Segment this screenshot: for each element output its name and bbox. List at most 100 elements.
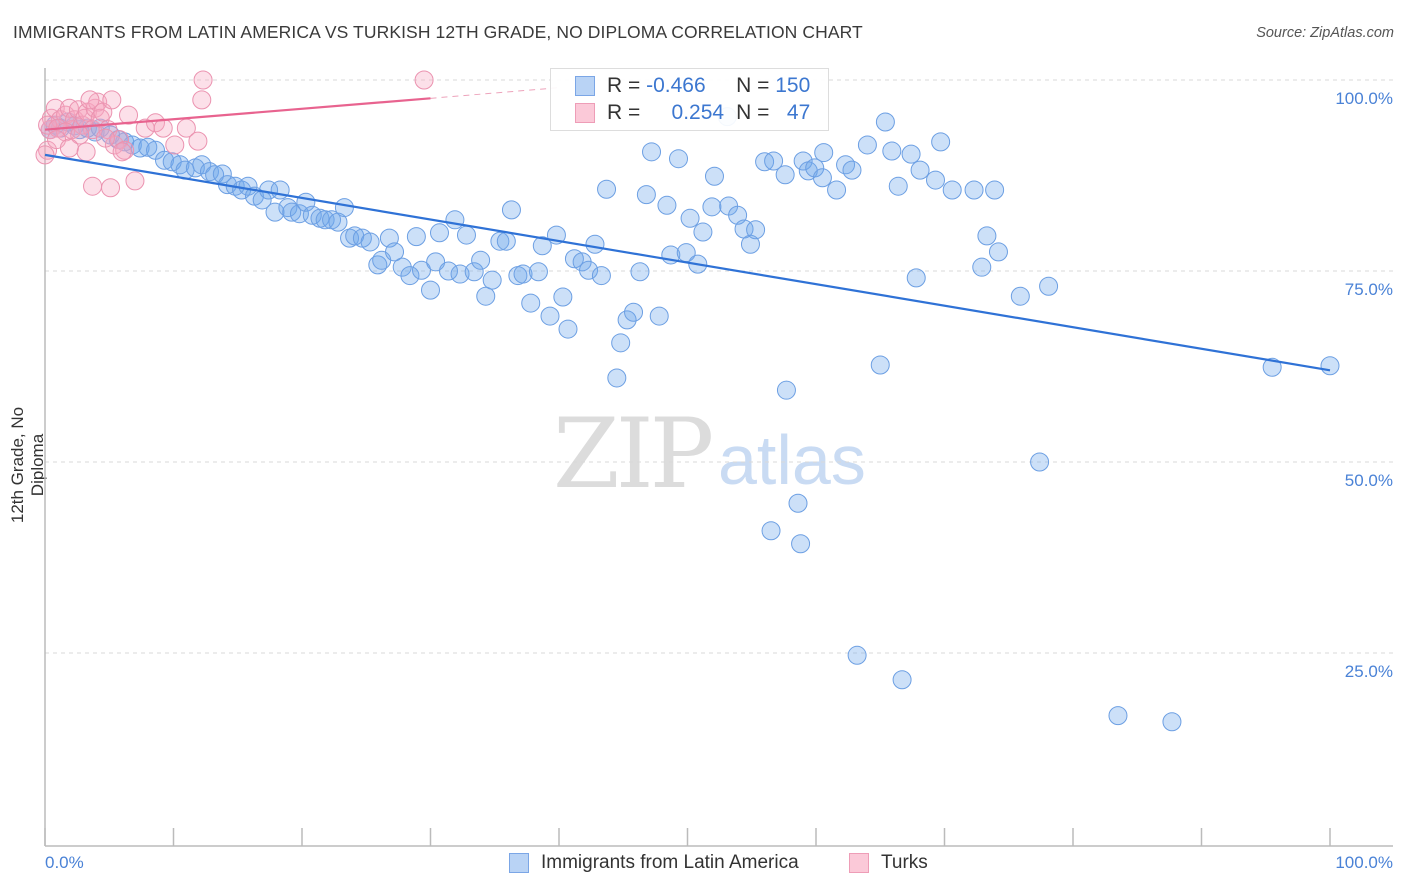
legend-swatch-blue [509,853,529,873]
data-point-latin-america [412,260,432,280]
data-point-turks [188,131,208,151]
x-tick-label-min: 0.0% [45,853,84,872]
data-point-latin-america [1010,286,1030,306]
data-point-latin-america [170,155,190,175]
data-point-latin-america [910,160,930,180]
data-point-latin-america [429,223,449,243]
data-point-latin-america [1262,357,1282,377]
data-point-latin-america [847,645,867,665]
data-point-latin-america [445,210,465,230]
data-point-latin-america [155,150,175,170]
data-point-latin-america [360,232,380,252]
data-point-turks [88,92,108,112]
data-point-latin-america [788,493,808,513]
data-point-latin-america [1108,706,1128,726]
legend-swatch-blue [575,76,595,96]
legend-item-latin-america: Immigrants from Latin America [509,852,799,874]
legend-label: Immigrants from Latin America [541,852,799,873]
data-point-latin-america [521,293,541,313]
data-point-latin-america [328,212,348,232]
legend-swatch-pink [575,103,595,123]
data-point-latin-america [212,164,232,184]
data-point-latin-america [746,220,766,240]
data-point-latin-america [702,197,722,217]
data-point-latin-america [888,176,908,196]
data-point-turks [192,90,212,110]
stats-row-latin-america: R = -0.466 N = 150 [575,73,810,99]
data-point-latin-america [931,132,951,152]
legend-swatch-pink [849,853,869,873]
data-point-latin-america [564,249,584,269]
data-point-latin-america [814,143,834,163]
data-point-turks [83,176,103,196]
data-point-latin-america [585,234,605,254]
data-point-latin-america [513,264,533,284]
data-point-latin-america [438,261,458,281]
data-point-latin-america [630,262,650,282]
data-point-latin-america [400,266,420,286]
data-point-latin-america [882,141,902,161]
r-label: R = [607,101,641,124]
data-point-latin-america [607,368,627,388]
data-point-latin-america [805,158,825,178]
y-tick-label: 50.0% [1345,471,1393,490]
data-point-latin-america [1030,452,1050,472]
legend-label: Turks [881,852,928,873]
data-point-latin-america [482,270,502,290]
data-point-latin-america [842,160,862,180]
data-point-latin-america [901,144,921,164]
data-point-turks [95,128,115,148]
data-point-latin-america [636,185,656,205]
data-point-latin-america [624,302,644,322]
data-point-latin-america [265,202,285,222]
data-point-latin-america [421,280,440,300]
data-point-latin-america [426,252,446,272]
data-point-latin-america [776,380,796,400]
data-point-latin-america [870,355,890,375]
data-point-latin-america [1039,276,1059,296]
data-point-turks [101,178,121,198]
data-point-latin-america [942,180,962,200]
data-point-latin-america [501,200,521,220]
data-point-latin-america [406,227,426,247]
chart-source: Source: ZipAtlas.com [1256,25,1394,41]
data-point-latin-america [964,180,984,200]
x-tick-label-max: 100.0% [1335,853,1393,872]
data-point-turks [193,70,213,90]
data-point-turks [102,90,122,110]
data-point-latin-america [528,262,548,282]
data-point-latin-america [456,225,476,245]
data-point-latin-america [669,149,689,169]
data-point-latin-america [977,226,997,246]
data-point-turks [76,142,96,162]
data-point-latin-america [617,310,637,330]
data-point-latin-america [282,202,302,222]
data-point-latin-america [791,534,811,554]
data-point-latin-america [985,180,1005,200]
data-point-turks [112,142,132,162]
data-point-latin-america [1162,712,1182,732]
data-point-latin-america [464,262,484,282]
y-tick-label: 75.0% [1345,280,1393,299]
data-point-turks [45,98,65,118]
trend-line-extension-turks [430,87,560,99]
data-point-latin-america [988,242,1008,262]
data-point-latin-america [476,286,496,306]
data-point-latin-america [812,168,832,188]
n-value: 150 [775,74,811,97]
data-point-latin-america [836,155,856,175]
data-point-latin-america [597,179,617,199]
data-point-latin-america [334,198,354,218]
data-point-turks [59,138,79,158]
r-label: R = [607,74,641,97]
watermark-atlas: atlas [718,421,866,499]
data-point-latin-america [130,138,150,158]
r-value: -0.466 [646,74,706,97]
data-point-turks [119,105,139,125]
data-point-latin-america [558,319,578,339]
data-point-turks [414,70,434,90]
data-point-latin-america [775,165,795,185]
data-point-latin-america [540,306,560,326]
data-point-latin-america [138,137,158,157]
stats-legend: R = -0.466 N = 150 R = 0.254 N = 47 [550,68,829,131]
